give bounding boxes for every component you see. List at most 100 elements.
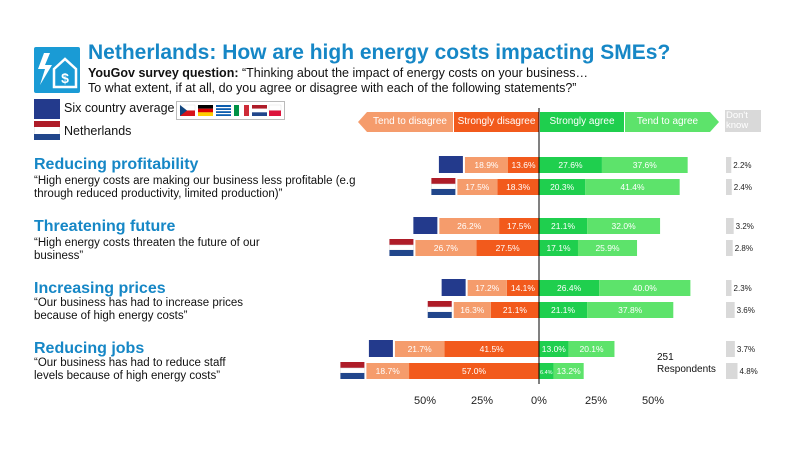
bar-tend-agree — [587, 302, 674, 318]
bar-strongly-agree — [539, 157, 602, 173]
label-tend-disagree: 18.7% — [376, 366, 401, 376]
bar-dont-know — [726, 179, 732, 195]
header-strongly-agree-label: Strongly agree — [549, 116, 615, 127]
header-dont-know: Don't know — [725, 110, 761, 132]
label-dont-know: 3.7% — [737, 345, 755, 354]
section-quote-profitability: “High energy costs are making our busine… — [34, 175, 356, 200]
header-strongly-disagree: Strongly disagree — [454, 112, 539, 132]
x-tick-label: 25% — [471, 395, 493, 407]
label-strongly-agree: 13.0% — [542, 344, 567, 354]
bar-tend-disagree — [467, 280, 507, 296]
nl-flag-icon — [427, 312, 452, 318]
bar-dont-know — [726, 341, 735, 357]
section-quote-prices: “Our business has had to increase prices… — [34, 297, 244, 322]
bar-strongly-disagree — [507, 157, 539, 173]
x-tick-label: 25% — [585, 395, 607, 407]
bar-dont-know — [726, 363, 738, 379]
section-title-jobs: Reducing jobs — [34, 340, 145, 357]
section-title-profitability: Reducing profitability — [34, 156, 199, 173]
bar-strongly-agree — [539, 218, 588, 234]
bar-tend-agree — [599, 280, 691, 296]
section-quote-future: “High energy costs threaten the future o… — [34, 237, 260, 262]
label-tend-disagree: 18.9% — [474, 160, 499, 170]
nl-flag-legend-swatch — [34, 121, 60, 140]
label-strongly-disagree: 13.6% — [511, 160, 536, 170]
label-dont-know: 4.8% — [740, 367, 758, 376]
label-tend-agree: 32.0% — [612, 221, 637, 231]
bar-strongly-disagree — [497, 179, 539, 195]
header-dont-know-label: Don't know — [726, 110, 749, 131]
country-flags-strip — [176, 101, 285, 120]
bar-dont-know — [726, 157, 732, 173]
label-strongly-disagree: 27.5% — [496, 243, 521, 253]
bar-strongly-agree — [539, 341, 569, 357]
bar-tend-agree — [601, 157, 688, 173]
label-strongly-disagree: 14.1% — [511, 283, 536, 293]
label-strongly-disagree: 21.1% — [503, 305, 528, 315]
label-strongly-agree: 26.4% — [557, 283, 582, 293]
respondents-note: 251 Respondents — [657, 352, 716, 375]
bar-tend-disagree — [457, 179, 498, 195]
label-dont-know: 2.2% — [733, 161, 751, 170]
label-tend-agree: 40.0% — [633, 283, 658, 293]
label-strongly-agree: 21.1% — [551, 221, 576, 231]
x-tick-label: 50% — [642, 395, 664, 407]
nl-flag-icon — [427, 306, 452, 313]
label-tend-agree: 13.2% — [557, 366, 582, 376]
header-tend-agree-label: Tend to agree — [636, 116, 699, 127]
label-dont-know: 2.3% — [734, 284, 752, 293]
energy-logo-icon: $ — [34, 47, 80, 93]
bar-strongly-disagree — [506, 280, 539, 296]
nl-flag-icon — [389, 239, 414, 245]
x-tick-label: 0% — [531, 395, 547, 407]
label-tend-disagree: 16.3% — [460, 305, 485, 315]
label-dont-know: 3.2% — [736, 222, 754, 231]
bar-tend-disagree — [439, 218, 500, 234]
bar-strongly-agree — [539, 179, 586, 195]
section-title-future: Threatening future — [34, 218, 176, 235]
bar-tend-agree — [585, 179, 680, 195]
label-strongly-agree: 17.1% — [546, 243, 571, 253]
bar-dont-know — [726, 280, 732, 296]
label-strongly-disagree: 57.0% — [462, 366, 487, 376]
label-tend-agree: 41.4% — [620, 182, 645, 192]
label-tend-agree: 25.9% — [595, 243, 620, 253]
svg-text:$: $ — [61, 70, 69, 86]
eu-flag-legend-swatch — [34, 99, 60, 119]
legend-six-country: Six country average — [64, 101, 175, 115]
eu-flag-icon — [441, 279, 466, 296]
label-tend-disagree: 26.2% — [457, 221, 482, 231]
nl-flag-icon — [389, 244, 414, 251]
eu-flag-icon — [413, 217, 438, 234]
eu-flag-icon — [438, 156, 463, 173]
header-strongly-agree: Strongly agree — [540, 112, 624, 132]
header-strongly-disagree-label: Strongly disagree — [457, 116, 536, 127]
label-tend-agree: 37.8% — [618, 305, 643, 315]
question-text-1: “Thinking about the impact of energy cos… — [241, 66, 588, 80]
label-tend-agree: 37.6% — [633, 160, 658, 170]
label-dont-know: 3.6% — [737, 306, 755, 315]
nl-flag-icon — [340, 373, 365, 379]
header-tend-disagree: Tend to disagree — [358, 112, 453, 132]
question-line-2: To what extent, if at all, do you agree … — [88, 81, 577, 95]
bar-strongly-disagree — [476, 240, 539, 256]
bar-tend-agree — [577, 240, 638, 256]
nl-flag-icon — [431, 183, 456, 190]
bar-tend-disagree — [453, 302, 491, 318]
section-title-prices: Increasing prices — [34, 280, 166, 297]
label-dont-know: 2.4% — [734, 183, 752, 192]
bar-strongly-disagree — [499, 218, 539, 234]
bar-strongly-agree — [539, 280, 600, 296]
x-tick-label: 50% — [414, 395, 436, 407]
bar-tend-disagree — [464, 157, 508, 173]
page-title: Netherlands: How are high energy costs i… — [88, 41, 671, 64]
nl-flag-icon — [340, 362, 365, 368]
bar-tend-agree — [568, 341, 615, 357]
label-strongly-agree: 21.1% — [551, 305, 576, 315]
bar-dont-know — [726, 240, 733, 256]
bar-strongly-agree — [539, 363, 554, 379]
label-dont-know: 2.8% — [735, 244, 753, 253]
bar-tend-disagree — [415, 240, 477, 256]
question-line-1: YouGov survey question: “Thinking about … — [88, 66, 588, 80]
bar-dont-know — [726, 218, 734, 234]
